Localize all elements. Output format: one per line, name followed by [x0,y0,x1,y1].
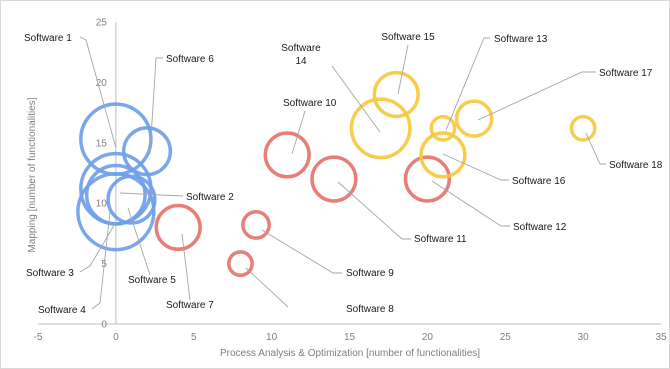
callout-label: Software 16 [512,176,566,187]
x-tick-label: 20 [422,332,434,343]
y-tick-label: 0 [101,320,107,331]
callout-label: Software 11 [414,234,467,245]
callout-label: Software 7 [166,300,214,311]
bubble-software-12 [403,155,452,203]
bubbles [76,70,597,278]
y-tick-label: 20 [96,78,108,89]
leader-line [431,180,510,227]
callout-label: Software 18 [609,160,663,171]
y-axis-title: Mapping [number of functionalities] [27,97,38,252]
callout-label: Software 6 [166,54,214,65]
bubble-software-14 [349,97,412,160]
bubble-software-16 [419,131,467,179]
leader-line [245,267,289,308]
x-axis-title: Process Analysis & Optimization [number … [220,348,480,359]
leader-line [119,192,184,197]
callout-label: Software 4 [38,305,86,316]
leader-line [397,44,409,95]
callout-label: Software 5 [128,275,176,286]
callout-label: Software 3 [26,268,74,279]
leader-line [79,36,117,149]
callout-labels: Software 1 Software 2 Software 3 Software 4… [24,32,663,316]
y-tick-label: 15 [96,138,108,149]
y-tick-label: 10 [96,199,108,210]
callout-label: Software 2 [186,192,234,203]
y-tick-label: 25 [96,18,108,29]
callout-label: Software 10 [283,98,337,109]
callout-label: Software [281,43,321,54]
leader-line [127,207,151,276]
callout-label: Software 12 [513,222,567,233]
bubble-software-5 [106,174,157,225]
x-tick-label: -5 [34,332,43,343]
bubble-software-11 [310,155,358,203]
leader-line [91,211,111,310]
callout-label: Software 15 [381,32,435,43]
leader-line [477,71,596,121]
leader-line [442,153,509,181]
leader-lines [79,36,606,310]
bubble-software-8 [227,250,254,278]
bubble-software-3 [76,171,156,252]
bubble-software-9 [241,210,271,240]
leader-line [585,132,606,165]
bubble-software-13 [429,114,457,142]
x-tick-label: 0 [113,332,119,343]
x-tick-label: 30 [578,332,590,343]
leader-line [337,181,411,240]
leader-line [181,233,191,301]
bubble-software-6 [121,126,173,177]
x-tick-label: 5 [191,332,197,343]
bubble-software-10 [263,131,311,179]
leader-line [149,57,163,155]
bubble-software-17 [454,99,494,138]
x-tick-label: 10 [266,332,278,343]
x-tick-label: 25 [500,332,512,343]
leader-line [445,37,490,131]
bubble-software-7 [154,203,202,252]
callout-label: Software 13 [494,34,548,45]
callout-label: 14 [295,56,307,67]
callout-label: Software 17 [599,68,653,79]
bubble-software-15 [372,70,420,119]
callout-label: Software 8 [346,304,394,315]
leader-line [331,65,381,133]
callout-label: Software 1 [24,33,72,44]
bubble-software-4 [84,163,147,226]
x-tick-label: 15 [344,332,356,343]
x-tick-label: 35 [655,332,667,343]
bubble-software-18 [569,114,597,142]
leader-line [261,229,342,274]
callout-label: Software 9 [346,268,394,279]
leader-line [291,110,306,155]
